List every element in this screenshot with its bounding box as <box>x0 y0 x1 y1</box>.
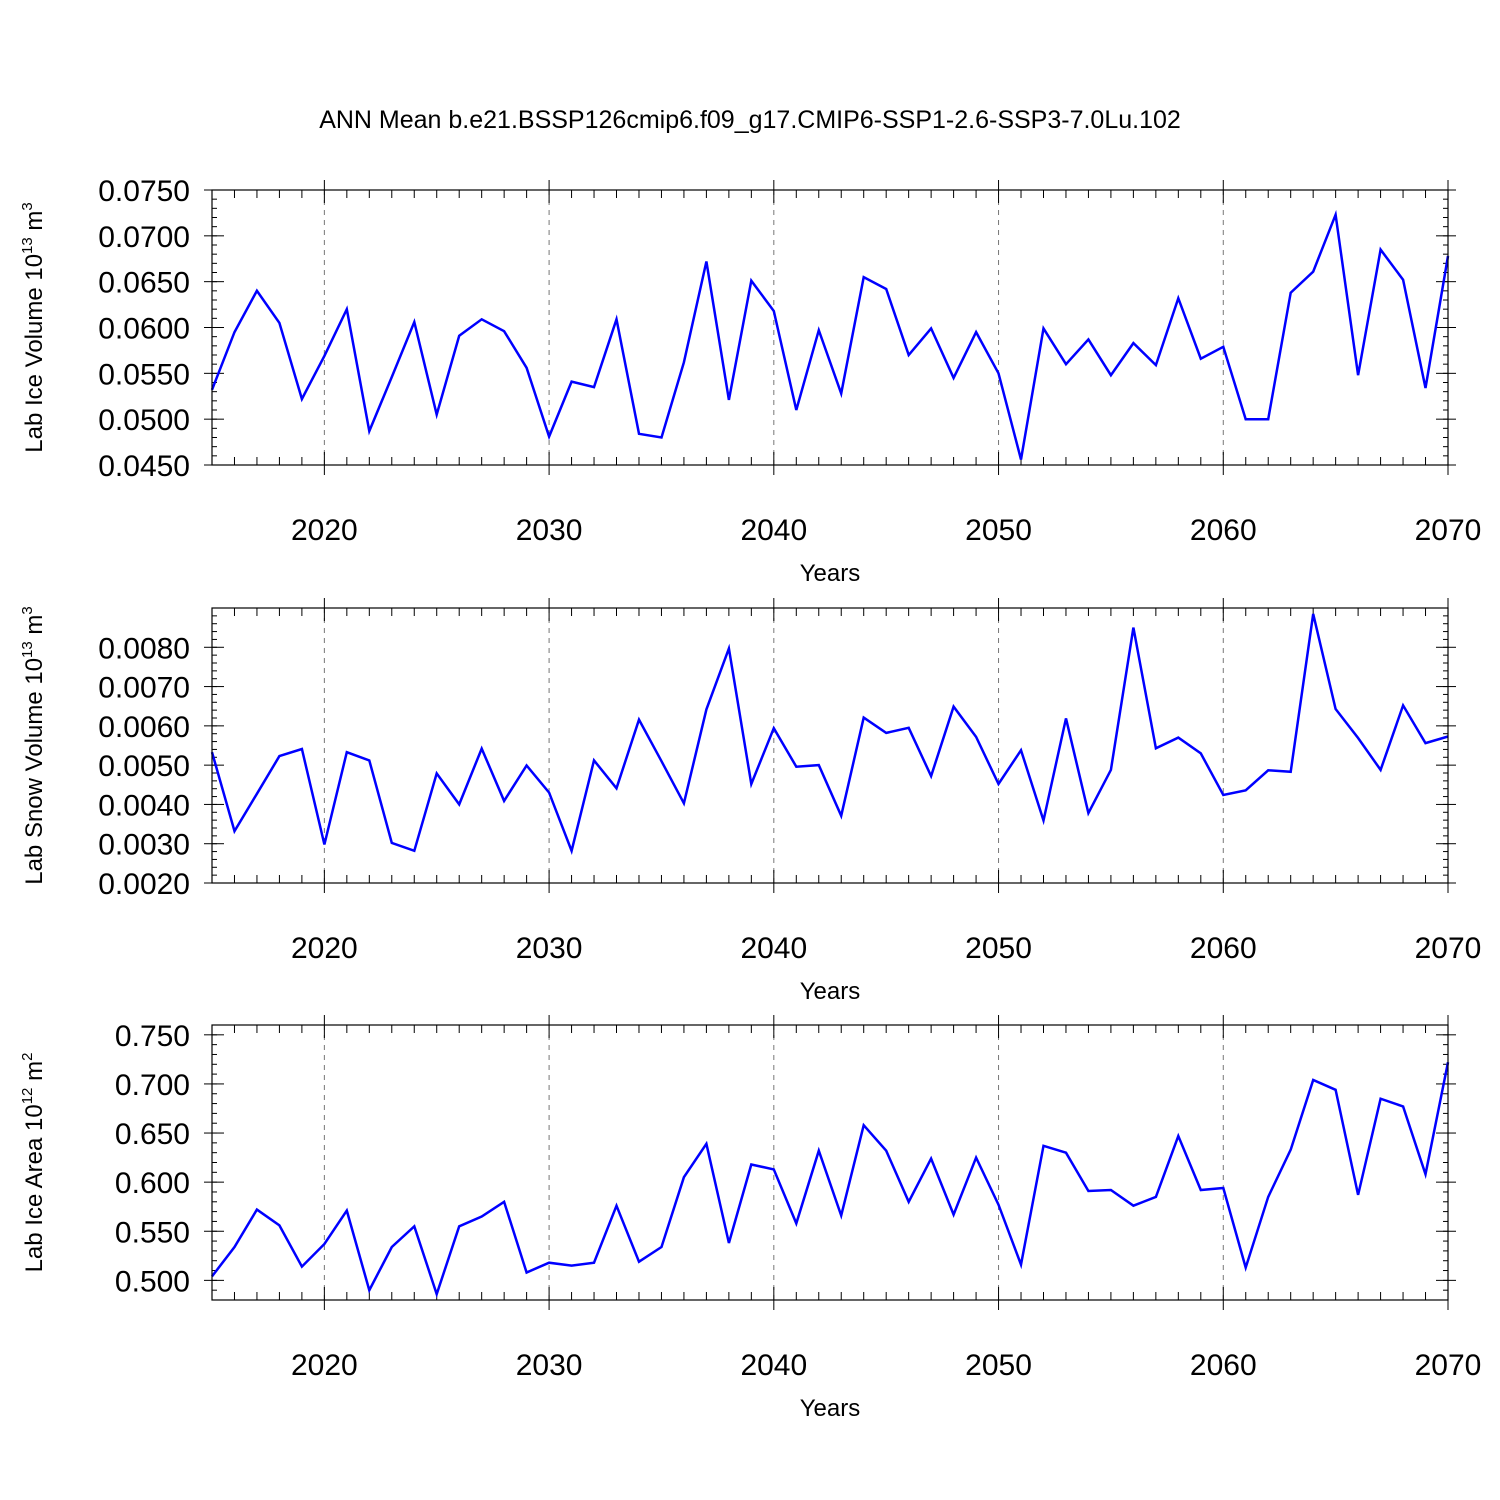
x-tick-label: 2020 <box>291 1349 358 1382</box>
x-axis-label: Years <box>800 978 861 1005</box>
figure-title: ANN Mean b.e21.BSSP126cmip6.f09_g17.CMIP… <box>319 106 1181 134</box>
x-tick-label: 2060 <box>1190 1349 1257 1382</box>
x-tick-label: 2050 <box>965 514 1032 547</box>
y-tick-label: 0.0450 <box>98 450 190 483</box>
y-tick-label: 0.0600 <box>98 313 190 346</box>
x-tick-label: 2070 <box>1415 932 1482 965</box>
panel-3: 0.500 0.550 0.600 0.650 0.700 0.750 2020 2030 20… <box>19 1015 1481 1422</box>
y-tick-label: 0.0500 <box>98 404 190 437</box>
y-tick-label: 0.650 <box>115 1118 190 1151</box>
y-tick-label: 0.0070 <box>98 672 190 705</box>
x-tick-label: 2020 <box>291 514 358 547</box>
panels: 0.0450 0.0500 0.0550 0.0600 0.0650 0.0700 0.07… <box>19 175 1481 1422</box>
y-tick-label: 0.0030 <box>98 829 190 862</box>
x-tick-label: 2060 <box>1190 932 1257 965</box>
y-tick-label: 0.0700 <box>98 221 190 254</box>
y-tick-label: 0.550 <box>115 1216 190 1249</box>
x-tick-label: 2040 <box>740 1349 807 1382</box>
x-tick-label: 2070 <box>1415 1349 1482 1382</box>
y-tick-label: 0.600 <box>115 1167 190 1200</box>
x-tick-label: 2030 <box>516 1349 583 1382</box>
y-tick-label: 0.700 <box>115 1069 190 1102</box>
y-tick-label: 0.0080 <box>98 632 190 665</box>
x-tick-label: 2050 <box>965 1349 1032 1382</box>
panel-2: 0.0020 0.0030 0.0040 0.0050 0.0060 0.0070 0.00… <box>19 598 1481 1005</box>
series-line <box>210 209 1450 460</box>
x-tick-label: 2030 <box>516 514 583 547</box>
y-tick-label: 0.0550 <box>98 358 190 391</box>
y-tick-label: 0.0750 <box>98 175 190 208</box>
x-tick-label: 2060 <box>1190 514 1257 547</box>
y-tick-label: 0.0020 <box>98 868 190 901</box>
x-tick-label: 2020 <box>291 932 358 965</box>
y-axis-label: Lab Ice Volume 1013 m3 <box>19 202 48 453</box>
y-axis-label: Lab Snow Volume 1013 m3 <box>19 606 48 885</box>
x-axis-label: Years <box>800 560 861 587</box>
plot-frame <box>211 189 1449 466</box>
series-line <box>211 1062 1450 1299</box>
y-tick-label: 0.500 <box>115 1265 190 1298</box>
y-tick-label: 0.0040 <box>98 789 190 822</box>
x-tick-label: 2050 <box>965 932 1032 965</box>
y-axis-label: Lab Ice Area 1012 m2 <box>19 1053 48 1273</box>
x-tick-label: 2030 <box>516 932 583 965</box>
series-line <box>210 613 1449 855</box>
y-tick-label: 0.0650 <box>98 267 190 300</box>
panel-1: 0.0450 0.0500 0.0550 0.0600 0.0650 0.0700 0.07… <box>19 175 1481 587</box>
x-tick-label: 2040 <box>740 514 807 547</box>
x-axis-label: Years <box>800 1395 861 1422</box>
x-tick-label: 2070 <box>1415 514 1482 547</box>
y-tick-label: 0.750 <box>115 1020 190 1053</box>
plot-frame <box>211 1024 1449 1301</box>
y-tick-label: 0.0060 <box>98 711 190 744</box>
x-tick-label: 2040 <box>740 932 807 965</box>
plot-frame <box>211 607 1449 884</box>
y-tick-label: 0.0050 <box>98 750 190 783</box>
